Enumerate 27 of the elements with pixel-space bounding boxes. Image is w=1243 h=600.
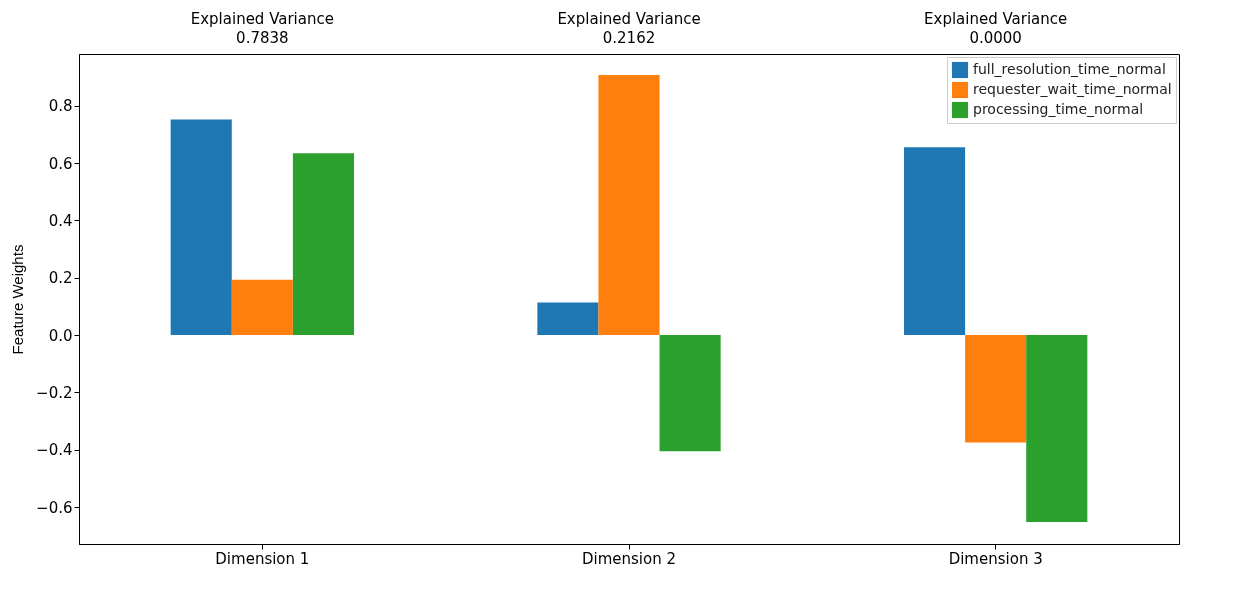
- y-tick-label: 0.4: [48, 211, 73, 230]
- bar: [537, 302, 599, 336]
- bar: [170, 119, 232, 336]
- y-tick-label: 0.6: [48, 154, 73, 173]
- x-tick-label: Dimension 2: [581, 549, 677, 568]
- legend-label: processing_time_normal: [973, 101, 1144, 117]
- x-tick-label: Dimension 3: [948, 549, 1043, 568]
- text: Explained Variance 0.2162: [557, 10, 701, 47]
- bar: [292, 153, 354, 336]
- y-tick-label: −0.4: [36, 441, 73, 460]
- bar: [904, 147, 966, 336]
- y-tick-label: −0.2: [36, 383, 73, 402]
- text: Explained Variance 0.0000: [924, 10, 1068, 47]
- legend-label: requester_wait_time_normal: [973, 81, 1172, 97]
- y-tick-label: 0.8: [48, 97, 73, 116]
- legend-label: full_resolution_time_normal: [973, 61, 1166, 77]
- bar: [598, 74, 660, 336]
- bar: [231, 279, 293, 336]
- y-axis-title: Feature Weights: [9, 244, 27, 355]
- bar: [965, 335, 1027, 443]
- bar: [659, 335, 721, 452]
- y-tick-label: 0.0: [48, 326, 73, 345]
- x-tick-label: Dimension 1: [215, 549, 310, 568]
- bar: [1026, 335, 1088, 522]
- y-tick-label: 0.2: [48, 269, 73, 288]
- text: Explained Variance 0.7838: [190, 10, 334, 47]
- y-tick-label: −0.6: [36, 498, 73, 517]
